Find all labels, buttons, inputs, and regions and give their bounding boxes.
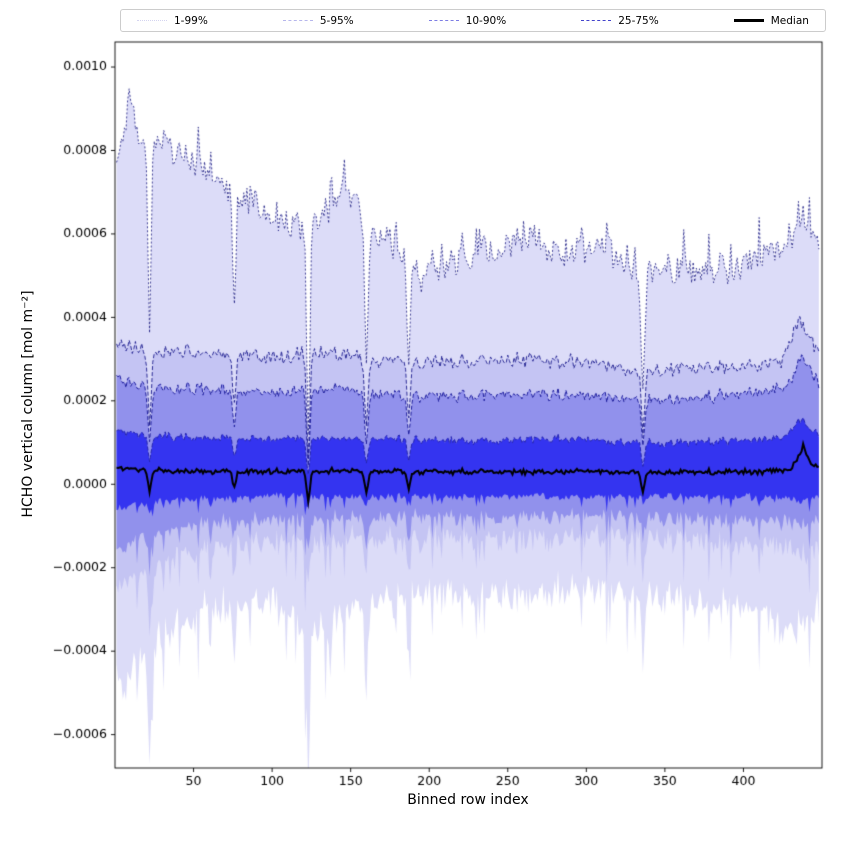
legend-line-25-75-icon <box>581 20 612 21</box>
legend-line-10-90-icon <box>428 20 459 21</box>
legend-label: 1-99% <box>174 14 208 27</box>
legend-line-5-95-icon <box>282 20 313 21</box>
legend-item-10-90: 10-90% <box>428 14 507 27</box>
legend-line-1-99-icon <box>137 20 167 21</box>
legend-label: 10-90% <box>465 14 507 27</box>
legend: 1-99% 5-95% 10-90% 25-75% Median <box>120 9 826 32</box>
legend-label: Median <box>770 14 809 27</box>
legend-item-1-99: 1-99% <box>137 15 208 27</box>
legend-item-25-75: 25-75% <box>581 15 659 27</box>
legend-item-5-95: 5-95% <box>282 14 354 27</box>
legend-label: 5-95% <box>319 14 354 27</box>
x-axis-label: Binned row index <box>407 792 529 808</box>
legend-line-median-icon <box>733 19 764 22</box>
y-axis-label: HCHO vertical column [mol m⁻²] <box>20 290 36 518</box>
legend-label: 25-75% <box>618 14 659 27</box>
legend-item-median: Median <box>733 14 809 27</box>
